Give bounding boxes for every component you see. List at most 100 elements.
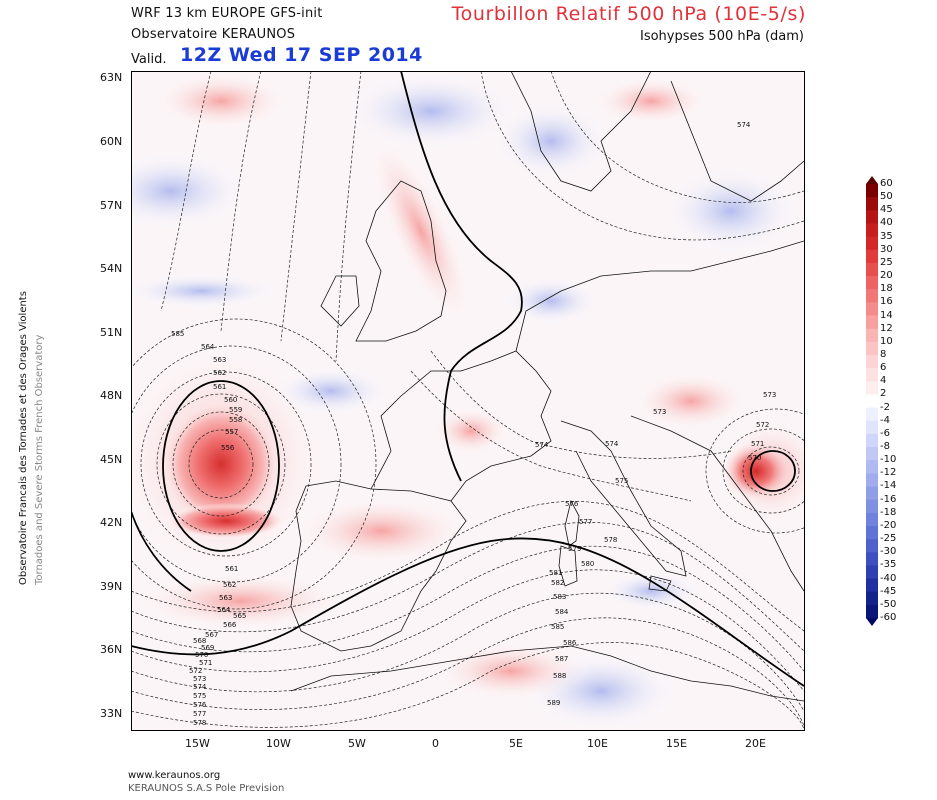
isohypses-bold: [130, 70, 805, 687]
lon-label: 5E: [509, 737, 523, 750]
lat-label: 60N: [100, 135, 123, 148]
contour-label: 583: [553, 593, 566, 601]
contour-label: 565: [233, 612, 246, 620]
contour-label: 574: [193, 683, 207, 691]
colorbar-label: 50: [880, 191, 893, 203]
contour-label: 578: [193, 719, 206, 727]
colorbar-label: 6: [880, 362, 887, 374]
contour-label: 556: [221, 444, 235, 452]
footer-company: KERAUNOS S.A.S Pole Prevision: [128, 783, 285, 794]
colorbar-swatch: [866, 328, 878, 343]
colorbar-swatch: [866, 604, 878, 619]
contour-label: 575: [615, 477, 628, 485]
contour-label: 563: [219, 594, 232, 602]
colorbar-label: 35: [880, 230, 893, 242]
contour-label: 575: [193, 692, 206, 700]
colorbar-swatch: [866, 223, 878, 238]
lon-label: 10W: [266, 737, 291, 750]
colorbar-label: -14: [880, 480, 897, 492]
contour-labels: 585 564 563 562 561 560 559 558 557 556 …: [171, 121, 776, 727]
model-label: WRF 13 km EUROPE GFS-init: [131, 6, 323, 21]
colorbar-label: -20: [880, 519, 897, 531]
colorbar-swatch: [866, 368, 878, 382]
colorbar-swatch: [866, 276, 878, 290]
colorbar-label: 30: [880, 243, 893, 255]
colorbar-label: -40: [880, 572, 897, 584]
lat-label: 36N: [100, 643, 123, 656]
colorbar-swatch: [866, 486, 878, 501]
colorbar-scale: [866, 176, 878, 626]
lat-label: 54N: [100, 262, 123, 275]
colorbar-swatch: [866, 302, 878, 317]
contour-label: 578: [604, 536, 617, 544]
lat-label: 42N: [100, 516, 123, 529]
colorbar-swatch: [866, 315, 878, 330]
colorbar-swatch: [866, 381, 878, 395]
colorbar-swatch: [866, 341, 878, 356]
colorbar-swatch: [866, 433, 878, 448]
contour-label: 567: [205, 631, 218, 639]
colorbar-label: 40: [880, 217, 893, 229]
contour-label: 557: [225, 428, 238, 436]
lat-label: 45N: [100, 453, 123, 466]
colorbar-label: 25: [880, 256, 893, 268]
sidebar-text-en: Tornadoes and Severe Storms French Obser…: [34, 334, 45, 585]
contour-label: 560: [224, 396, 237, 404]
lat-label: 51N: [100, 326, 123, 339]
colorbar-swatch: [866, 499, 878, 514]
colorbar-label: 8: [880, 348, 887, 360]
colorbar-swatch: [866, 525, 878, 540]
lon-label: 0: [432, 737, 439, 750]
contour-label: 588: [553, 672, 566, 680]
colorbar-label: 60: [880, 178, 893, 189]
colorbar-label: -4: [880, 414, 890, 426]
contour-label: 558: [229, 416, 242, 424]
map-border: [131, 71, 805, 731]
lat-label: 57N: [100, 199, 123, 212]
contour-label: 568: [193, 637, 206, 645]
contour-label: 571: [751, 440, 764, 448]
colorbar-label: 45: [880, 204, 893, 216]
contour-label: 564: [201, 343, 215, 351]
valid-date: 12Z Wed 17 SEP 2014: [180, 44, 423, 66]
contour-label: 570: [748, 454, 761, 462]
vorticity-field: [91, 71, 826, 731]
contour-label: 577: [579, 518, 592, 526]
contour-label: 559: [229, 406, 242, 414]
chart-title: Tourbillon Relatif 500 hPa (10E-5/s): [451, 3, 806, 25]
lat-label: 39N: [100, 580, 123, 593]
colorbar-swatch: [866, 210, 878, 224]
lon-label: 15E: [666, 737, 687, 750]
colorbar-swatch: [866, 197, 878, 211]
contour-label: 579: [568, 545, 581, 553]
colorbar-label: 16: [880, 296, 893, 308]
lon-label: 10E: [587, 737, 608, 750]
colorbar-swatch: [866, 512, 878, 527]
contour-label: 580: [581, 560, 594, 568]
colorbar-label: -8: [880, 441, 890, 453]
chart-subtitle: Isohypses 500 hPa (dam): [640, 29, 804, 44]
colorbar-label: 10: [880, 335, 893, 347]
contour-label: 576: [565, 500, 579, 508]
colorbar-swatch: [866, 473, 878, 487]
colorbar: [866, 176, 878, 626]
colorbar-label: -35: [880, 559, 897, 571]
contour-label: 562: [213, 369, 226, 377]
footer-url[interactable]: www.keraunos.org: [128, 770, 221, 781]
colorbar-top-arrow: [866, 176, 878, 184]
lon-label: 15W: [185, 737, 210, 750]
contour-label: 572: [756, 421, 769, 429]
isohypses: [95, 70, 847, 731]
colorbar-label: -60: [880, 612, 897, 623]
colorbar-swatch: [866, 578, 878, 593]
contour-label: 586: [563, 639, 577, 647]
colorbar-swatch: [866, 262, 878, 277]
contour-label: 574: [605, 440, 619, 448]
colorbar-swatch: [866, 552, 878, 566]
contour-label: 581: [549, 569, 562, 577]
colorbar-swatch: [866, 460, 878, 474]
contour-label: 564: [217, 606, 231, 614]
colorbar-label: -25: [880, 533, 897, 545]
contour-label: 571: [199, 659, 212, 667]
contour-label: 569: [201, 644, 214, 652]
